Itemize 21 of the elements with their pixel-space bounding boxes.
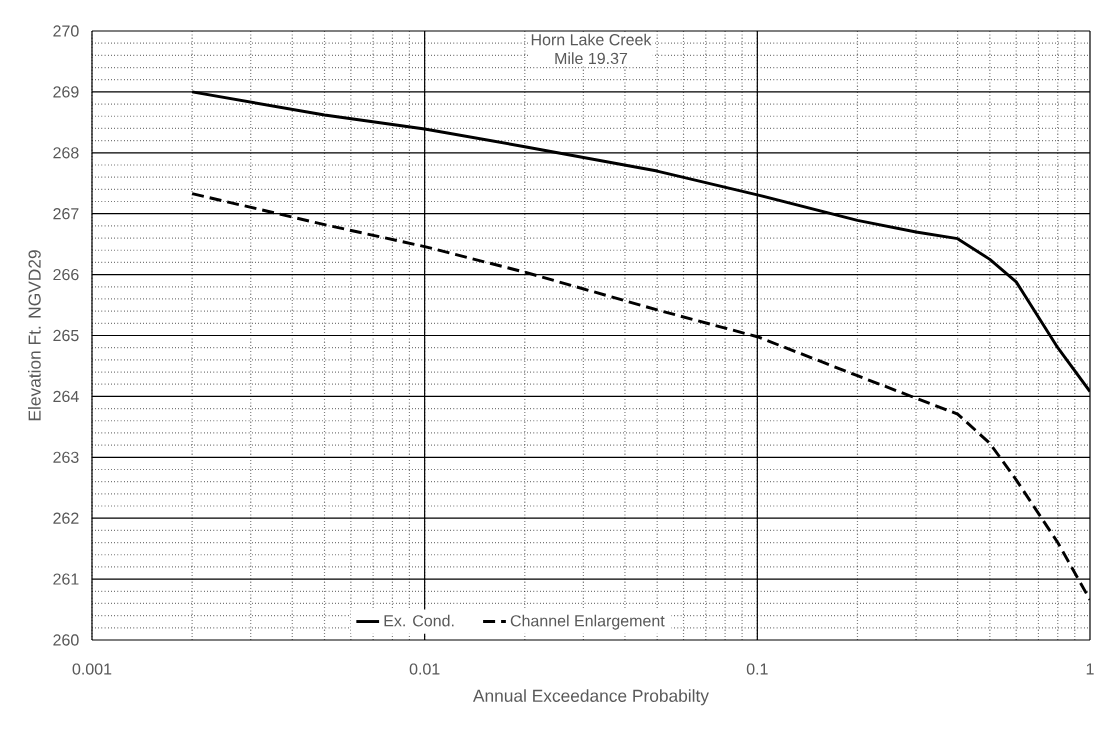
y-tick-label: 268 (53, 147, 79, 159)
x-tick-label: 0.001 (72, 663, 112, 675)
chart-title: Horn Lake Creek (531, 33, 652, 46)
y-tick-label: 269 (53, 86, 79, 98)
y-tick-label: 266 (53, 268, 79, 281)
y-tick-label: 265 (53, 329, 79, 342)
y-tick-label: 264 (53, 390, 79, 403)
x-tick-label: 0.1 (746, 663, 768, 675)
y-tick-label: 270 (53, 25, 79, 37)
legend-label: Channel Enlargement (510, 614, 665, 630)
x-axis-title: Annual Exceedance Probabilty (472, 689, 709, 706)
y-tick-label: 260 (53, 634, 79, 646)
text: Mile 19.37 (555, 52, 628, 65)
y-axis-title: Elevation Ft. NGVD29 (28, 250, 41, 421)
x-tick-label: 0.01 (409, 663, 440, 675)
x-tick-label: 1 (1086, 663, 1094, 675)
y-tick-label: 262 (53, 512, 79, 524)
y-tick-label: 261 (53, 573, 79, 585)
legend-label: Ex. Cond. (384, 614, 454, 627)
y-tick-label: 267 (53, 208, 79, 220)
y-tick-label: 263 (53, 451, 79, 463)
